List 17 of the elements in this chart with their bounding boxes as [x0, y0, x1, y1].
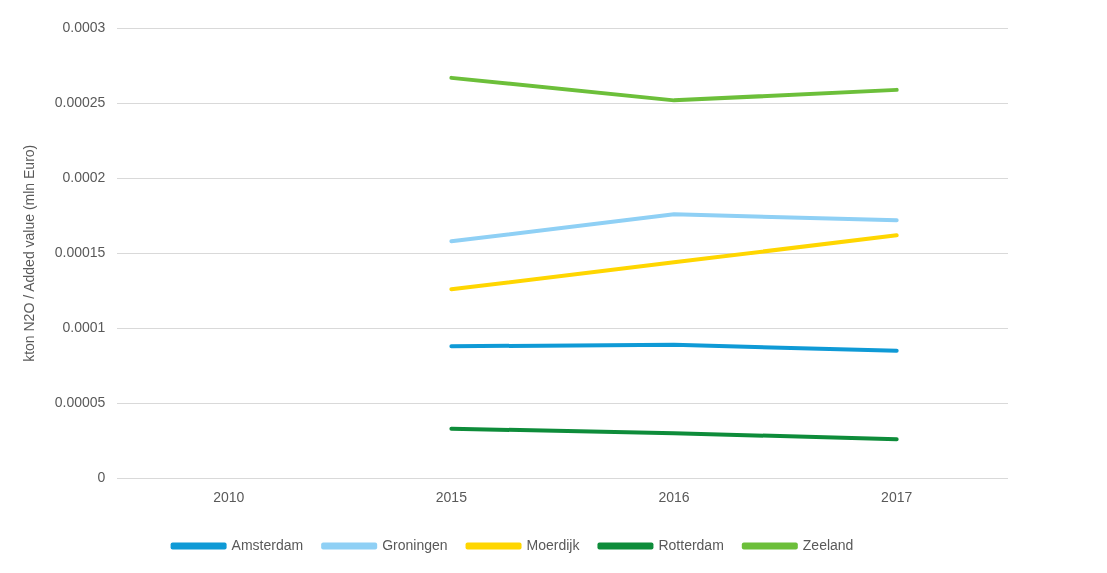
x-tick-label: 2010 [213, 489, 245, 506]
y-tick-label: 0.0003 [62, 19, 106, 36]
x-tick-label: 2017 [881, 489, 913, 506]
y-tick-label: 0.0002 [62, 169, 106, 186]
y-tick-label: 0.00005 [54, 394, 106, 411]
y-tick-label: 0.00015 [54, 244, 106, 261]
legend-label: Rotterdam [658, 536, 724, 553]
y-axis-title: kton N2O / Added value (mln Euro) [21, 144, 38, 362]
legend-label: Amsterdam [231, 536, 304, 553]
y-tick-label: 0.00025 [54, 94, 106, 111]
x-tick-label: 2015 [435, 489, 468, 506]
legend-label: Groningen [382, 536, 448, 553]
legend-label: Zeeland [802, 536, 854, 553]
x-tick-label: 2016 [658, 489, 690, 506]
y-tick-label: 0 [97, 469, 106, 486]
y-tick-label: 0.0001 [62, 319, 106, 336]
legend-label: Moerdijk [526, 536, 581, 553]
